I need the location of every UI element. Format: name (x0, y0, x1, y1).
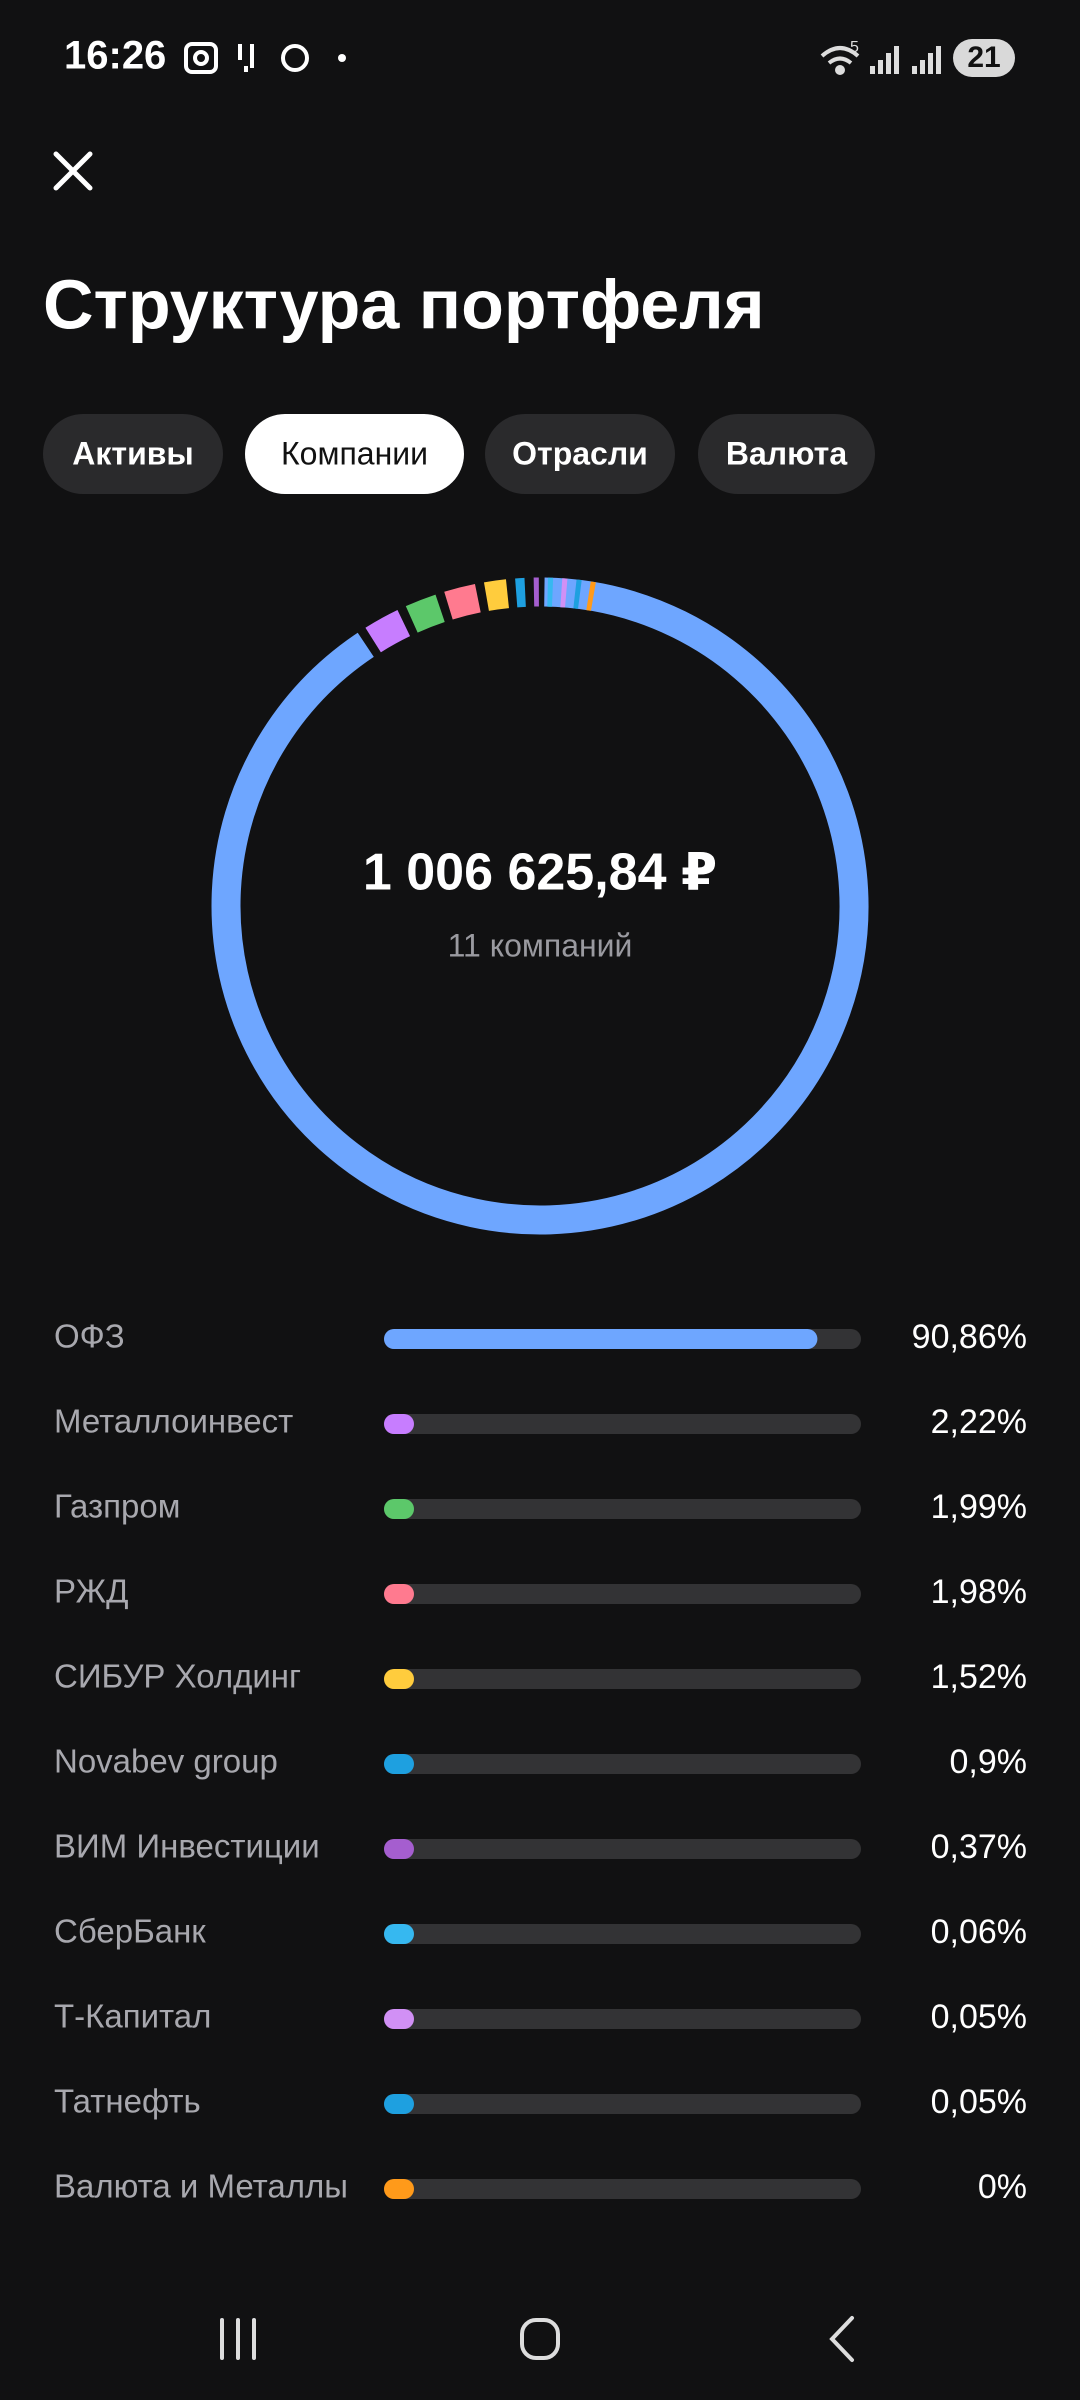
bar (384, 1414, 414, 1434)
donut-segment (211, 577, 869, 1235)
percent-label: 1,52% (931, 1658, 1027, 1696)
bar (384, 1839, 414, 1859)
company-name: СберБанк (54, 1913, 206, 1950)
percent-label: 0,05% (931, 2083, 1027, 2121)
percent-label: 2,22% (931, 1403, 1027, 1441)
donut-segment (365, 610, 411, 653)
bar (384, 1499, 414, 1519)
company-name: Металлоинвест (54, 1403, 293, 1440)
tab-background (245, 414, 464, 494)
percent-label: 90,86% (912, 1318, 1027, 1356)
percent-label: 0,05% (931, 1998, 1027, 2036)
tab[interactable]: Валюта (698, 414, 875, 494)
battery-level: 21 (967, 41, 1000, 74)
bar-track (384, 1839, 861, 1859)
tab[interactable]: Отрасли (485, 414, 675, 494)
total-value: 1 006 625,84 ₽ (363, 844, 717, 902)
percent-label: 0,9% (950, 1743, 1028, 1781)
donut-segment (405, 594, 445, 633)
donut-segment (573, 579, 582, 609)
bar-track (384, 2094, 861, 2114)
company-name: ВИМ Инвестиции (54, 1828, 320, 1865)
bar (384, 2009, 414, 2029)
close-button[interactable] (53, 151, 93, 191)
bar (384, 2179, 414, 2199)
percent-label: 1,99% (931, 1488, 1027, 1526)
percent-label: 0,37% (931, 1828, 1027, 1866)
wifi-icon (820, 46, 860, 75)
donut-segment (515, 577, 526, 608)
company-name: Газпром (54, 1488, 180, 1525)
tab-background (698, 414, 875, 494)
bar-track (384, 1584, 861, 1604)
company-name: Татнефть (54, 2083, 201, 2120)
bar-track (384, 1669, 861, 1689)
company-name: Т-Капитал (54, 1998, 211, 2035)
tab-label: Компании (281, 435, 428, 471)
signal-icons (870, 46, 941, 74)
bar-track (384, 2009, 861, 2029)
bar-track (384, 1924, 861, 1944)
tab-label: Активы (72, 435, 193, 471)
donut-segment (444, 584, 481, 620)
percent-label: 0% (978, 2168, 1027, 2206)
network-label: 5 (850, 39, 859, 56)
tab-label: Валюта (726, 435, 847, 471)
donut-chart (211, 577, 869, 1235)
nav-back[interactable] (829, 2316, 854, 2362)
nav-home[interactable] (520, 2318, 560, 2360)
donut-segment (586, 581, 596, 611)
nav-bar (220, 2316, 854, 2362)
company-list: ОФЗ 90,86% Металлоинвест 2,22% Газпром 1,99% Р… (54, 1318, 1027, 2206)
tab-background (43, 414, 223, 494)
tab-label: Отрасли (512, 435, 648, 471)
tab-background (485, 414, 675, 494)
bar (384, 1924, 414, 1944)
bar (384, 1584, 414, 1604)
company-name: ОФЗ (54, 1318, 125, 1355)
tab[interactable]: Активы (43, 414, 223, 494)
company-name: Novabev group (54, 1743, 278, 1780)
bar-track (384, 2179, 861, 2199)
tab[interactable]: Компании (245, 414, 464, 494)
company-name: РЖД (54, 1573, 128, 1610)
percent-label: 0,06% (931, 1913, 1027, 1951)
bar (384, 1754, 414, 1774)
bar (384, 1669, 414, 1689)
percent-label: 1,98% (931, 1573, 1027, 1611)
status-time: 16:26 (64, 34, 166, 78)
donut-segment (483, 579, 510, 611)
bar (384, 2094, 414, 2114)
status-icons (184, 42, 346, 74)
company-name: СИБУР Холдинг (54, 1658, 301, 1695)
bar (384, 1329, 818, 1349)
companies-count: 11 компаний (448, 927, 633, 963)
bar-track (384, 1754, 861, 1774)
company-name: Валюта и Металлы (54, 2168, 348, 2205)
page-title: Структура портфеля (43, 265, 765, 343)
tabs: Активы Компании Отрасли Валюта (43, 414, 875, 494)
bar-track (384, 1414, 861, 1434)
nav-recent[interactable] (220, 2318, 256, 2360)
battery (953, 39, 1015, 77)
bar-track (384, 1499, 861, 1519)
